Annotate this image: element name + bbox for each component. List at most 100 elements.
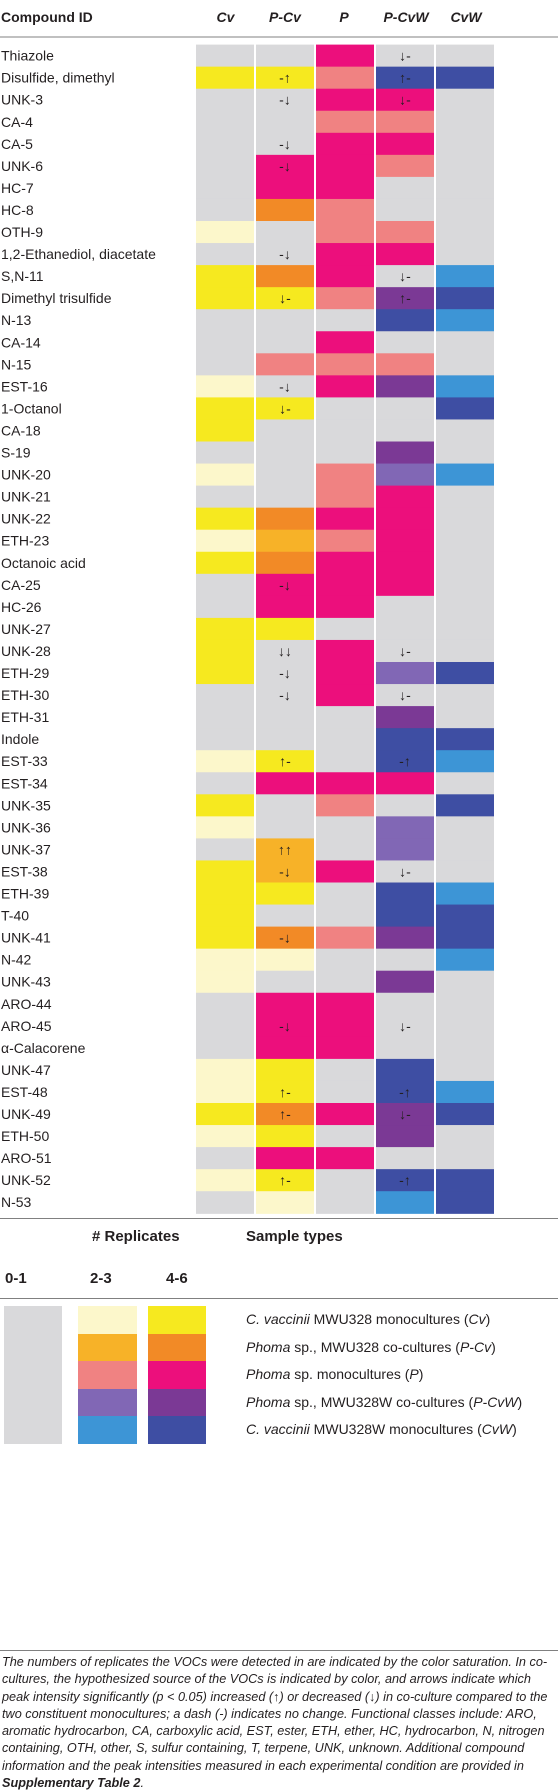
heatmap-cell	[376, 66, 434, 90]
heatmap-cell	[256, 265, 314, 288]
heatmap-cell	[196, 706, 254, 729]
heatmap-cell	[256, 287, 314, 310]
heatmap-cell	[316, 66, 374, 90]
heatmap-cell	[256, 816, 314, 839]
heatmap-cell	[436, 463, 494, 487]
heatmap-cell	[256, 529, 314, 553]
heatmap-cell	[256, 1169, 314, 1192]
heatmap-cell	[256, 838, 314, 862]
heatmap-cell	[376, 706, 434, 729]
heatmap-cell	[376, 595, 434, 619]
heatmap-cell	[436, 639, 494, 663]
heatmap-cell	[316, 353, 374, 376]
heatmap-cell	[256, 154, 314, 178]
heatmap-cell	[316, 88, 374, 112]
heatmap-cell	[256, 331, 314, 354]
compound-label: Octanoic acid	[1, 555, 86, 571]
table-row: N-13	[1, 309, 494, 332]
heatmap-cell	[436, 198, 494, 222]
significance-arrow: -↓	[279, 665, 291, 681]
table-row: Indole	[1, 728, 494, 751]
table-row: EST-34	[1, 772, 494, 795]
compound-label: UNK-27	[1, 621, 51, 637]
compound-label: Thiazole	[1, 48, 54, 64]
heatmap-cell	[256, 1058, 314, 1082]
heatmap-cell	[316, 882, 374, 906]
heatmap-cell	[436, 485, 494, 509]
heatmap-cell	[196, 970, 254, 994]
significance-arrow: ↑-	[279, 753, 291, 769]
table-row: S-19	[1, 441, 494, 465]
compound-label: N-42	[1, 952, 32, 968]
compound-label: HC-26	[1, 599, 42, 615]
compound-label: UNK-36	[1, 819, 51, 835]
heatmap-cell	[376, 265, 434, 288]
heatmap-cell	[436, 1103, 494, 1126]
table-row: Thiazole ↓-	[1, 44, 494, 68]
heatmap-cell	[436, 595, 494, 619]
legend-swatch-M1	[78, 1361, 137, 1390]
table-row: ETH-23	[1, 529, 494, 553]
heatmap-cell	[316, 1080, 374, 1104]
heatmap-cell	[376, 728, 434, 751]
table-row: UNK-43	[1, 970, 494, 994]
heatmap-cell	[256, 132, 314, 156]
heatmap-cell	[256, 573, 314, 597]
significance-arrow: ↓-	[399, 48, 411, 64]
heatmap-cell	[316, 441, 374, 465]
heatmap-cell	[196, 397, 254, 421]
table-row: HC-26	[1, 595, 494, 619]
heatmap-cell	[256, 1036, 314, 1060]
heatmap-cell	[196, 154, 254, 178]
heatmap-cell	[376, 992, 434, 1016]
heatmap-cell	[256, 595, 314, 619]
table-row: Octanoic acid	[1, 551, 494, 575]
heatmap-cell	[316, 419, 374, 443]
compound-label: T-40	[1, 908, 29, 924]
table-row: N-53	[1, 1191, 494, 1214]
table-row: 1-Octanol ↓-	[1, 397, 494, 421]
heatmap-cell	[376, 926, 434, 950]
compound-label: N-53	[1, 1194, 32, 1210]
significance-arrow: ↑-	[399, 290, 411, 306]
header-col-p-cv: P-Cv	[269, 9, 302, 25]
table-row: Disulfide, dimethyl -↑ ↑-	[1, 66, 494, 90]
heatmap-cell	[196, 375, 254, 398]
header-col-cvw: CvW	[450, 9, 483, 25]
heatmap-cell	[316, 485, 374, 509]
table-row: CA-25 -↓	[1, 573, 494, 597]
compound-label: ETH-39	[1, 886, 49, 902]
heatmap-cell	[376, 838, 434, 862]
heatmap-cell	[196, 573, 254, 597]
significance-arrow: -↓	[279, 92, 291, 108]
compound-label: CA-4	[1, 114, 33, 130]
heatmap-cell	[316, 970, 374, 994]
compound-label: UNK-35	[1, 797, 51, 813]
heatmap-cell	[376, 243, 434, 266]
significance-arrow: ↑-	[279, 1172, 291, 1188]
significance-arrow: -↓	[279, 1018, 291, 1034]
heatmap-cell	[376, 507, 434, 531]
compound-label: S,N-11	[1, 268, 44, 284]
heatmap-cell	[196, 66, 254, 90]
table-row: EST-38 -↓ ↓-	[1, 860, 494, 884]
legend-swatch-0-1	[4, 1306, 62, 1444]
heatmap-cell	[196, 794, 254, 817]
heatmap-cell	[256, 110, 314, 134]
heatmap-cell	[256, 860, 314, 884]
heatmap-cell	[196, 684, 254, 707]
table-row: UNK-37 ↑↑	[1, 838, 494, 862]
caption-end: .	[140, 1776, 144, 1791]
heatmap-cell	[436, 1080, 494, 1104]
heatmap-cell	[436, 243, 494, 266]
heatmap-cell	[436, 265, 494, 288]
heatmap-cell	[436, 353, 494, 376]
compound-label: HC-8	[1, 202, 34, 218]
compound-label: S-19	[1, 445, 31, 461]
heatmap-cell	[256, 441, 314, 465]
significance-arrow: -↓	[279, 577, 291, 593]
heatmap-cell	[256, 463, 314, 487]
heatmap-cell	[316, 860, 374, 884]
heatmap-cell	[316, 287, 374, 310]
heatmap-cell	[436, 110, 494, 134]
